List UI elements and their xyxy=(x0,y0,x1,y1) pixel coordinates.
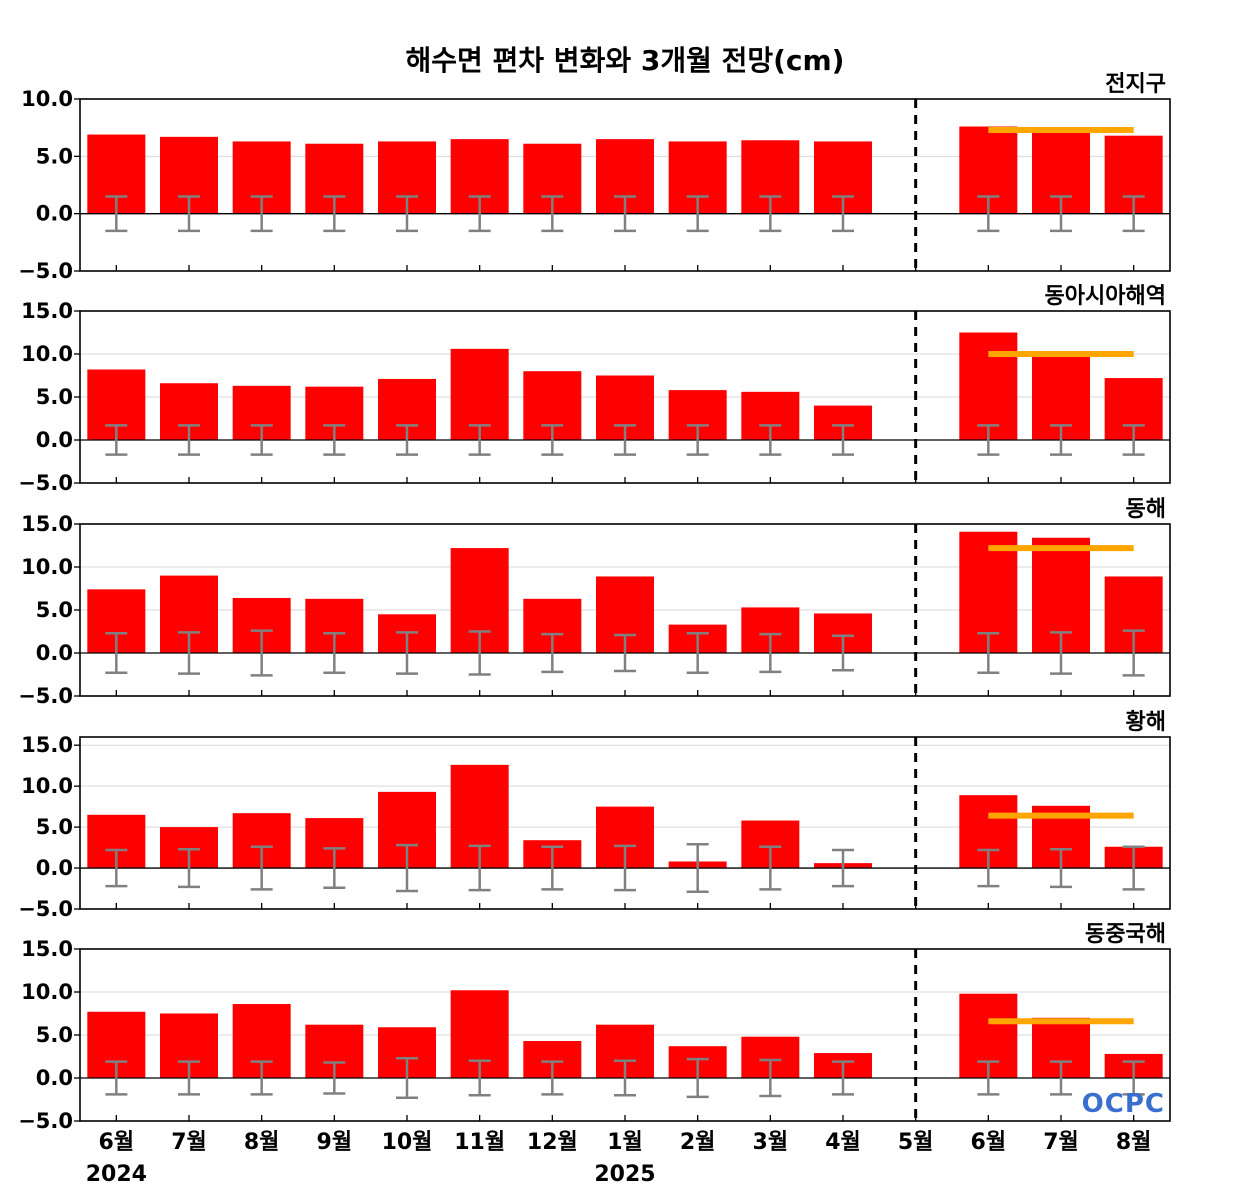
x-tick-label: 5월 xyxy=(898,1130,934,1155)
x-tick-label: 3월 xyxy=(753,1130,789,1155)
panel-title: 동아시아해역 xyxy=(1045,284,1166,309)
y-tick-label: 15.0 xyxy=(21,299,73,323)
x-tick-label: 2월 xyxy=(680,1130,716,1155)
y-tick-label: 10.0 xyxy=(21,774,73,798)
y-tick-label: 15.0 xyxy=(21,733,73,757)
y-tick-label: 5.0 xyxy=(36,1023,73,1047)
y-tick-label: 5.0 xyxy=(36,815,73,839)
y-tick-label: −5.0 xyxy=(18,897,73,921)
x-tick-label: 9월 xyxy=(317,1130,353,1155)
y-tick-label: 10.0 xyxy=(21,342,73,366)
x-tick-label: 8월 xyxy=(244,1130,280,1155)
panel-frame xyxy=(79,98,1171,272)
panel-3: −5.0 0.0 5.0 10.0 15.0 동해 xyxy=(18,497,1171,708)
y-tick-label: −5.0 xyxy=(18,1109,73,1133)
x-tick-label: 1월 xyxy=(607,1130,643,1155)
panel-4: −5.0 0.0 5.0 10.0 15.0 황해 xyxy=(18,710,1171,921)
y-tick-label: 10.0 xyxy=(21,980,73,1004)
x-tick-label: 8월 xyxy=(1116,1130,1152,1155)
panel-frame xyxy=(79,736,1171,910)
chart-title: 해수면 편차 변화와 3개월 전망(cm) xyxy=(406,44,845,77)
y-tick-label: 5.0 xyxy=(36,385,73,409)
chart-panels: −5.0 0.0 5.0 10.0 전지구 −5.0 0.0 5.0 10.0 15.0 동아시아해… xyxy=(18,72,1171,1133)
y-tick-label: −5.0 xyxy=(18,471,73,495)
x-tick-label: 11월 xyxy=(454,1130,505,1155)
y-tick-label: 15.0 xyxy=(21,937,73,961)
x-axis: 6월 7월 8월 9월 10월 11월 12월 1월 2월 3월 4월 5월 6월 7월 8월 2024 202… xyxy=(86,1130,1152,1187)
year-label: 2024 xyxy=(86,1162,147,1187)
y-tick-label: −5.0 xyxy=(18,259,73,283)
panel-title: 동해 xyxy=(1126,497,1166,522)
x-tick-label: 7월 xyxy=(1043,1130,1079,1155)
y-tick-label: 15.0 xyxy=(21,512,73,536)
y-tick-label: −5.0 xyxy=(18,684,73,708)
y-tick-label: 0.0 xyxy=(36,428,73,452)
panel-5: −5.0 0.0 5.0 10.0 15.0 동중국해 xyxy=(18,922,1171,1133)
y-tick-label: 10.0 xyxy=(21,555,73,579)
y-tick-label: 0.0 xyxy=(36,1066,73,1090)
panel-2: −5.0 0.0 5.0 10.0 15.0 동아시아해역 xyxy=(18,284,1171,495)
y-tick-label: 5.0 xyxy=(36,144,73,168)
panel-1: −5.0 0.0 5.0 10.0 전지구 xyxy=(18,72,1171,283)
x-tick-label: 12월 xyxy=(527,1130,578,1155)
y-tick-label: 10.0 xyxy=(21,87,73,111)
panel-title: 동중국해 xyxy=(1085,922,1166,947)
x-tick-label: 7월 xyxy=(171,1130,207,1155)
x-tick-label: 10월 xyxy=(382,1130,433,1155)
y-tick-label: 0.0 xyxy=(36,856,73,880)
bar xyxy=(959,332,1018,440)
panel-title: 황해 xyxy=(1126,710,1166,735)
y-tick-label: 5.0 xyxy=(36,598,73,622)
x-tick-label: 6월 xyxy=(971,1130,1007,1155)
y-tick-label: 0.0 xyxy=(36,202,73,226)
x-tick-label: 4월 xyxy=(825,1130,861,1155)
year-label: 2025 xyxy=(594,1162,655,1187)
ocpc-logo: OCPC xyxy=(1082,1089,1165,1119)
y-tick-label: 0.0 xyxy=(36,641,73,665)
x-tick-label: 6월 xyxy=(99,1130,135,1155)
panel-title: 전지구 xyxy=(1105,72,1166,97)
